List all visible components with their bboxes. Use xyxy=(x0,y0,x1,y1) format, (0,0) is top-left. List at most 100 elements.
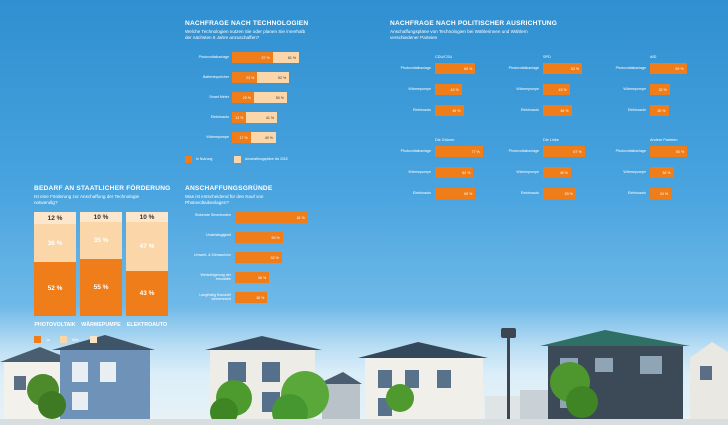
party-name: AfD xyxy=(650,55,657,59)
technologies-bar-chart: Photovoltaikanlage 61 % 37 % Batteriespeich… xyxy=(185,52,345,152)
legend-swatch-planned xyxy=(234,156,241,163)
ground-strip xyxy=(0,419,728,425)
politics-bar-charts: CDU/CSU Photovoltaikanlage 65 % Wärmepumpe 4… xyxy=(385,55,725,205)
legend-label-in-use: In Nutzung xyxy=(196,157,213,161)
party-value: 30 % xyxy=(657,108,666,113)
tech-value-planned: 52 % xyxy=(277,75,287,80)
party-bar: 62 % xyxy=(435,167,474,178)
reason-bar: 53 % xyxy=(235,232,283,243)
house-white-mid xyxy=(358,342,488,425)
party-value: 59 % xyxy=(675,66,684,71)
tech-bar: 52 % 23 % xyxy=(232,72,290,83)
party-bar: 65 % xyxy=(435,188,476,199)
party-bar: 63 % xyxy=(543,63,583,74)
tech-value-planned: 61 % xyxy=(287,55,297,60)
tech-category-label: Batteriespeicher xyxy=(203,75,229,79)
party-value: 34 % xyxy=(659,191,669,196)
support-column-label: ELEKTROAUTO xyxy=(126,322,168,328)
party-category-label: Wärmepumpe xyxy=(408,170,431,174)
support-stacked-chart: 52 % 36 % 12 % PHOTOVOLTAIK 55 % 35 % 10 % WÄRM… xyxy=(34,212,174,332)
party-value: 43 % xyxy=(450,87,459,92)
party-category-label: Elektroauto xyxy=(520,108,539,112)
tech-value-planned: 50 % xyxy=(275,95,284,100)
tech-bar-planned: 40 % xyxy=(232,132,276,143)
legend-label-yes: Ja xyxy=(46,338,50,342)
tech-bar-in-use: 23 % xyxy=(232,72,258,83)
party-value: 46 % xyxy=(560,108,569,113)
party-bar: 65 % xyxy=(435,63,476,74)
tech-bar-planned: 41 % xyxy=(232,112,278,123)
party-category-label: Wärmepumpe xyxy=(623,87,646,91)
party-category-label: Wärmepumpe xyxy=(408,87,431,91)
reasons-title: ANSCHAFFUNGSGRÜNDE xyxy=(185,185,273,192)
tech-value-in-use: 23 % xyxy=(246,75,255,80)
party-value: 65 % xyxy=(464,66,473,71)
party-bar: 43 % xyxy=(543,84,570,95)
tech-value-in-use: 37 % xyxy=(261,55,270,60)
legend-label-no: Nein xyxy=(72,338,79,342)
party-value: 65 % xyxy=(464,191,473,196)
party-name: Andere Parteien xyxy=(650,138,678,142)
party-value: 67 % xyxy=(573,149,582,154)
party-value: 43 % xyxy=(558,87,567,92)
party-bar: 77 % xyxy=(435,146,483,157)
politics-title: NACHFRAGE NACH POLITISCHER AUSRICHTUNG xyxy=(390,20,558,27)
tech-category-label: Photovoltaikanlage xyxy=(198,55,229,59)
party-category-label: Photovoltaikanlage xyxy=(615,66,646,70)
support-column: 43 % 47 % 10 % xyxy=(126,212,168,316)
party-value: 60 % xyxy=(675,149,685,154)
party-value: 46 % xyxy=(452,108,461,113)
reason-bar: 52 % xyxy=(235,252,282,263)
reasons-bar-chart: Sinkende Stromkosten 81 % Unabhängigkeit 53… xyxy=(185,212,335,312)
tech-bar-in-use: 17 % xyxy=(232,132,251,143)
support-segment: 10 % xyxy=(126,212,168,223)
party-category-label: Photovoltaikanlage xyxy=(615,149,646,153)
support-segment: 55 % xyxy=(80,258,122,316)
party-bar: 53 % xyxy=(543,188,576,199)
party-bar: 30 % xyxy=(650,105,669,116)
party-category-label: Photovoltaikanlage xyxy=(400,66,431,70)
support-segment: 52 % xyxy=(34,261,76,316)
party-category-label: Wärmepumpe xyxy=(516,170,539,174)
party-value: 63 % xyxy=(570,66,580,71)
reason-category-label: Sinkende Stromkosten xyxy=(194,213,231,217)
tech-category-label: Wärmepumpe xyxy=(206,135,229,139)
reason-bar: 38 % xyxy=(235,272,270,283)
party-category-label: Elektroauto xyxy=(412,108,431,112)
party-category-label: Photovoltaikanlage xyxy=(508,149,539,153)
party-name: CDU/CSU xyxy=(435,55,453,59)
tech-value-planned: 40 % xyxy=(264,135,273,140)
support-title: BEDARF AN STAATLICHER FÖRDERUNG xyxy=(34,185,171,192)
support-subtitle-line1: Ist eine Förderung zur Anschaffung der T… xyxy=(34,194,140,199)
party-value: 62 % xyxy=(462,170,471,175)
reason-bar: 81 % xyxy=(235,212,308,223)
party-bar: 67 % xyxy=(543,146,585,157)
technologies-subtitle-line2: der nächsten 5 Jahre anzuschaffen? xyxy=(185,35,260,40)
legend-swatch-other xyxy=(90,336,97,343)
tech-bar-in-use: 20 % xyxy=(232,92,254,103)
reason-value: 53 % xyxy=(271,235,280,240)
legend-swatch-in-use xyxy=(185,156,192,163)
party-name: Die Linke xyxy=(543,138,559,142)
support-segment: 36 % xyxy=(34,224,76,262)
party-bar: 32 % xyxy=(650,84,670,95)
tech-value-in-use: 13 % xyxy=(235,115,244,120)
reason-value: 36 % xyxy=(256,295,265,300)
party-bar: 46 % xyxy=(543,105,572,116)
lamp-post xyxy=(501,328,516,425)
tech-bar: 61 % 37 % xyxy=(232,52,300,63)
tech-category-label: Smart Meter xyxy=(209,95,229,99)
politics-subtitle-line2: verschiedener Parteien xyxy=(390,35,438,40)
legend-label-planned: Anschaffungspläne bis 2018 xyxy=(245,157,288,161)
tech-bar-in-use: 37 % xyxy=(232,52,273,63)
support-column-label: PHOTOVOLTAIK xyxy=(34,322,76,328)
tech-value-planned: 41 % xyxy=(265,115,275,120)
party-bar: 45 % xyxy=(543,167,571,178)
party-category-label: Wärmepumpe xyxy=(623,170,646,174)
party-value: 45 % xyxy=(559,170,568,175)
party-name: Die Grünen xyxy=(435,138,455,142)
party-value: 53 % xyxy=(564,191,573,196)
trees xyxy=(27,362,598,425)
